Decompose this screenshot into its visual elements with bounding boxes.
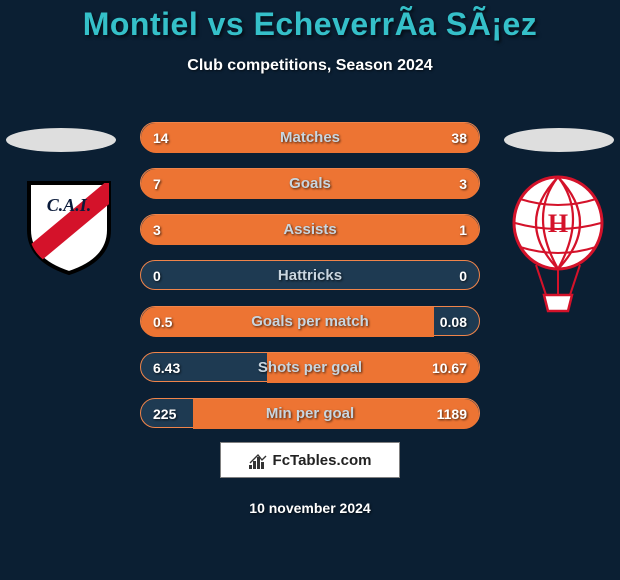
stat-row: 2251189Min per goal [140,398,480,428]
subtitle: Club competitions, Season 2024 [0,57,620,75]
independiente-badge-icon: C.A.I. [24,175,114,275]
stats-bars: 1438Matches 73Goals 31Assists 00Hattricks 0.… [140,122,480,444]
stat-row: 00Hattricks [140,260,480,290]
shield-text: C.A.I. [47,195,92,215]
stat-label: Goals per match [141,307,479,337]
stat-label: Goals [141,169,479,199]
player-right-ellipse [504,128,614,152]
stat-row: 0.50.08Goals per match [140,306,480,336]
page-title: Montiel vs EcheverrÃ­a SÃ¡ez [0,0,620,43]
stat-row: 73Goals [140,168,480,198]
comparison-card: Montiel vs EcheverrÃ­a SÃ¡ez Club compet… [0,0,620,580]
balloon-rope-2 [570,265,580,295]
date-text: 10 november 2024 [0,500,620,516]
stat-label: Matches [141,123,479,153]
stat-label: Min per goal [141,399,479,429]
balloon-letter: H [548,209,568,238]
huracan-badge-icon: H [508,175,608,315]
stat-label: Assists [141,215,479,245]
footer-attribution: FcTables.com [220,442,400,478]
fctables-logo-icon [249,451,267,469]
footer-label: FcTables.com [273,452,372,469]
stat-row: 31Assists [140,214,480,244]
stat-row: 1438Matches [140,122,480,152]
balloon-rope-1 [536,265,546,295]
stat-row: 6.4310.67Shots per goal [140,352,480,382]
stat-label: Hattricks [141,261,479,291]
stat-label: Shots per goal [141,353,479,383]
player-left-ellipse [6,128,116,152]
balloon-basket [544,295,572,311]
